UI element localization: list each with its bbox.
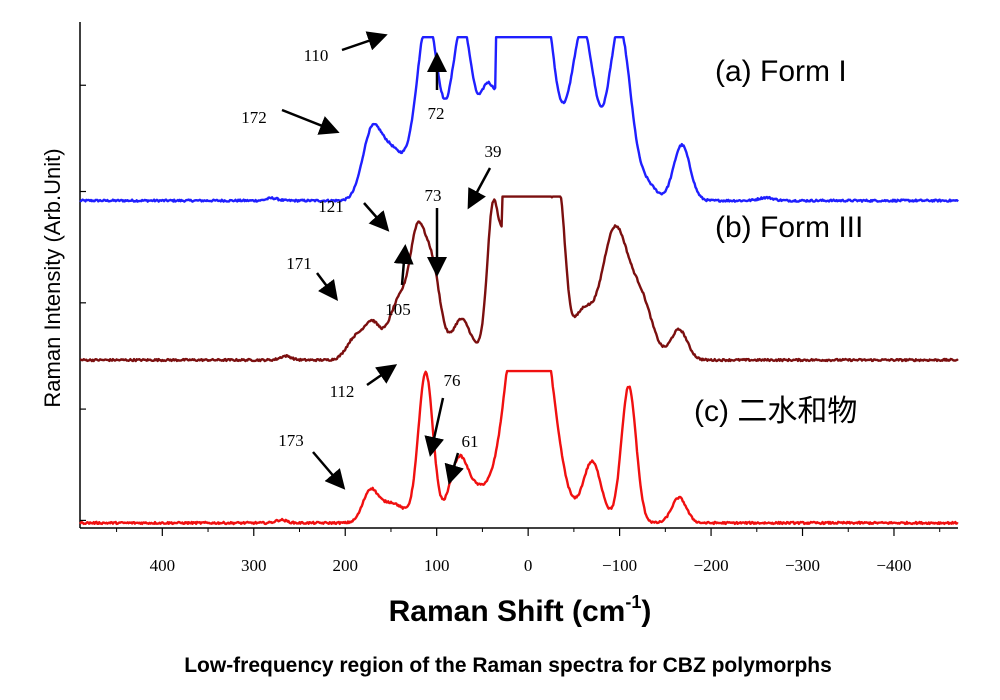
peak-annotation-label: 61 bbox=[462, 432, 479, 451]
x-axis-label-main: Raman Shift (cm bbox=[389, 595, 626, 628]
legend-label-form-iii: (b) Form III bbox=[715, 211, 863, 244]
x-axis-label: Raman Shift (cm-1) bbox=[389, 592, 652, 628]
x-tick-label: −100 bbox=[602, 556, 637, 575]
annotation-arrow bbox=[316, 272, 338, 301]
legend-label-dihydrate: (c) 二水和物 bbox=[694, 395, 857, 428]
series-line-3 bbox=[79, 369, 959, 526]
x-axis-ticks: 400 300 200 100 0 −100 −200 −300 −400 bbox=[116, 528, 941, 575]
annotation-layer: 110 72 172 39 121 73 171 105 112 76 61 173 bbox=[241, 31, 502, 490]
x-tick-label: −400 bbox=[876, 556, 911, 575]
x-axis-label-sup: -1 bbox=[625, 592, 641, 612]
annotation-arrow bbox=[363, 202, 390, 232]
series-line-1 bbox=[79, 36, 959, 203]
x-tick-label: −200 bbox=[694, 556, 729, 575]
x-tick-label: 400 bbox=[150, 556, 176, 575]
y-axis-label: Raman Intensity (Arb.Unit) bbox=[40, 148, 65, 407]
peak-annotation-label: 121 bbox=[318, 197, 344, 216]
annotation-arrow bbox=[444, 452, 464, 485]
peak-annotation-label: 105 bbox=[385, 300, 411, 319]
x-axis-label-close: ) bbox=[641, 595, 651, 628]
annotation-arrow bbox=[366, 364, 398, 387]
annotation-arrow bbox=[312, 451, 346, 490]
annotation-arrow bbox=[341, 31, 388, 52]
x-tick-label: 200 bbox=[332, 556, 358, 575]
peak-annotation-label: 172 bbox=[241, 108, 267, 127]
peak-annotation-label: 73 bbox=[425, 186, 442, 205]
x-tick-label: 0 bbox=[524, 556, 533, 575]
y-axis-ticks bbox=[80, 84, 86, 522]
peak-annotation-label: 173 bbox=[278, 431, 304, 450]
annotation-arrow bbox=[393, 244, 414, 286]
peak-annotation-label: 171 bbox=[286, 254, 312, 273]
peak-annotation-label: 72 bbox=[428, 104, 445, 123]
x-tick-label: −300 bbox=[785, 556, 820, 575]
peak-annotation-label: 76 bbox=[444, 371, 461, 390]
plot-frame bbox=[79, 22, 958, 529]
peak-annotation-label: 112 bbox=[330, 382, 355, 401]
peak-annotation-label: 39 bbox=[485, 142, 502, 161]
figure-caption: Low-frequency region of the Raman spectr… bbox=[184, 654, 832, 677]
annotation-arrow bbox=[281, 108, 340, 135]
series-layer bbox=[79, 36, 959, 526]
annotation-arrow bbox=[467, 167, 492, 210]
x-tick-label: 300 bbox=[241, 556, 267, 575]
legend-label-form-i: (a) Form I bbox=[715, 55, 847, 88]
annotation-arrow bbox=[424, 397, 445, 457]
series-line-2 bbox=[79, 195, 959, 363]
x-tick-label: 100 bbox=[424, 556, 450, 575]
peak-annotation-label: 110 bbox=[304, 46, 329, 65]
